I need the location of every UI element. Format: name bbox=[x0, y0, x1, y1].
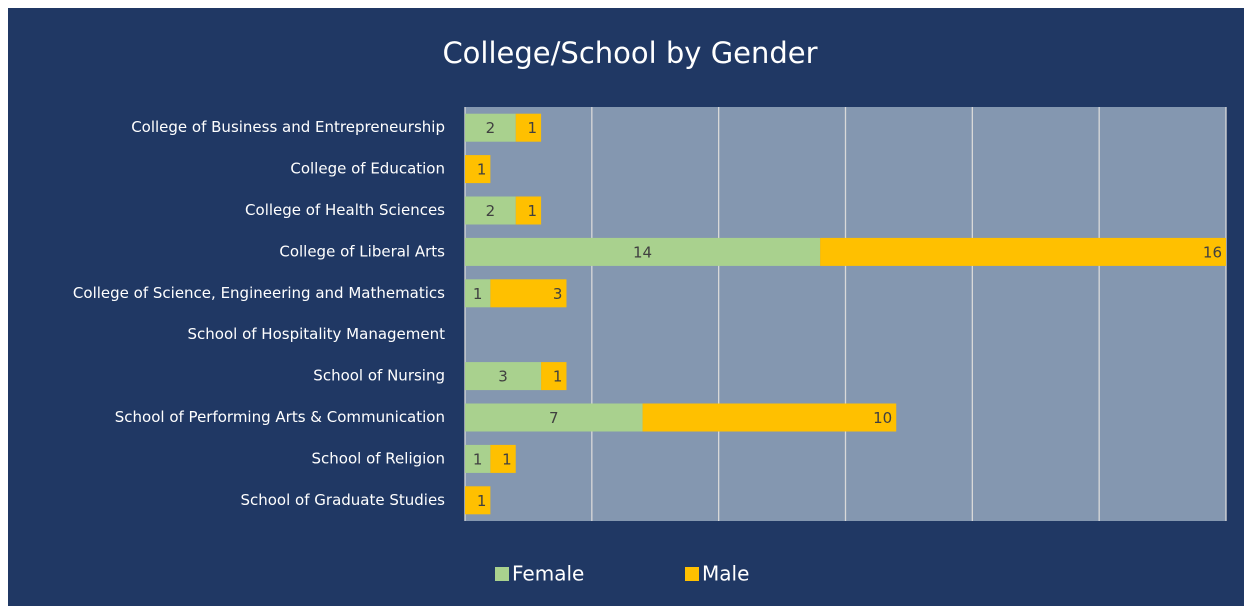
data-label: 2 bbox=[486, 119, 496, 137]
bar bbox=[541, 362, 567, 391]
bar bbox=[490, 444, 516, 473]
data-label: 1 bbox=[477, 161, 487, 179]
bar bbox=[465, 196, 516, 225]
data-label: 1 bbox=[528, 202, 538, 220]
data-label: 2 bbox=[486, 202, 496, 220]
bar bbox=[465, 444, 491, 473]
bar bbox=[820, 237, 1226, 266]
y-tick-label: College of Business and Entrepreneurship bbox=[131, 118, 445, 136]
bar bbox=[465, 155, 491, 184]
chart-title: College/School by Gender bbox=[442, 36, 817, 70]
y-tick-label: School of Graduate Studies bbox=[240, 491, 445, 509]
data-label: 1 bbox=[473, 450, 483, 468]
data-label: 14 bbox=[633, 243, 652, 261]
data-label: 3 bbox=[553, 285, 563, 303]
data-label: 1 bbox=[473, 285, 483, 303]
y-tick-label: School of Hospitality Management bbox=[188, 325, 446, 343]
data-label: 3 bbox=[498, 368, 508, 386]
legend-swatch bbox=[685, 567, 699, 581]
bar bbox=[465, 403, 643, 432]
y-tick-label: College of Science, Engineering and Math… bbox=[73, 284, 445, 302]
data-label: 1 bbox=[553, 368, 563, 386]
y-tick-label: School of Religion bbox=[312, 449, 445, 467]
bar bbox=[465, 113, 516, 142]
bar bbox=[515, 113, 542, 142]
y-tick-label: School of Performing Arts & Communicatio… bbox=[115, 408, 445, 426]
data-label: 1 bbox=[477, 492, 487, 510]
legend-swatch bbox=[495, 567, 509, 581]
data-label: 10 bbox=[873, 409, 892, 427]
bar bbox=[515, 196, 542, 225]
data-label: 1 bbox=[528, 119, 538, 137]
bar bbox=[465, 362, 542, 391]
y-tick-label: College of Education bbox=[290, 160, 445, 178]
y-tick-label: College of Liberal Arts bbox=[279, 242, 445, 260]
data-label: 1 bbox=[502, 450, 512, 468]
legend-label: Male bbox=[702, 562, 749, 586]
bar bbox=[465, 486, 491, 515]
data-label: 16 bbox=[1203, 243, 1222, 261]
bar bbox=[490, 279, 567, 308]
bar bbox=[642, 403, 897, 432]
y-tick-label: School of Nursing bbox=[313, 367, 445, 385]
data-label: 7 bbox=[549, 409, 559, 427]
bar bbox=[465, 279, 491, 308]
y-tick-label: College of Health Sciences bbox=[245, 201, 445, 219]
legend-label: Female bbox=[512, 562, 584, 586]
bar bbox=[465, 237, 821, 266]
